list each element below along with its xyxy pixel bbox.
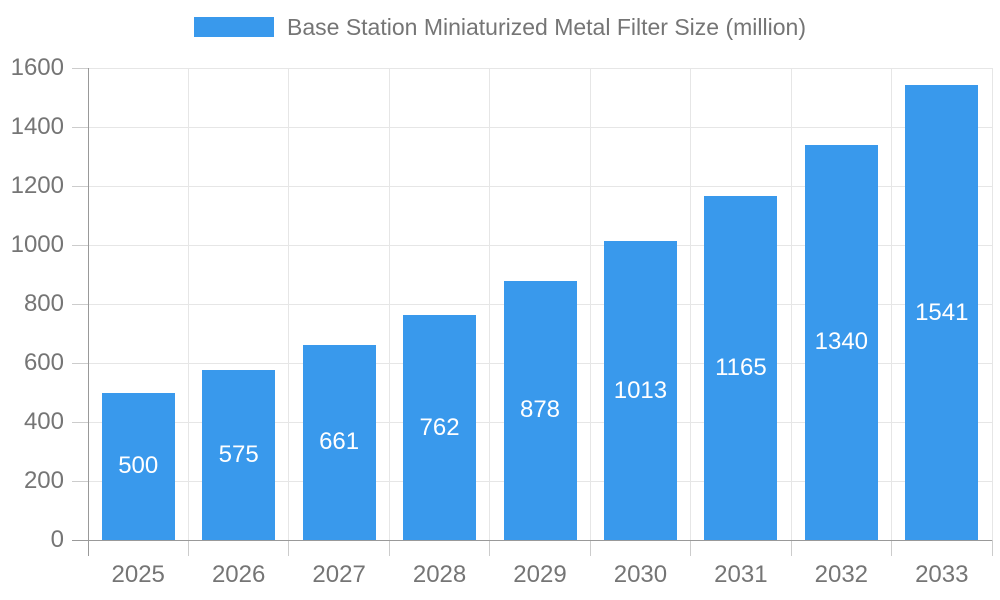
bar[interactable]: 575 — [202, 370, 276, 540]
x-axis-tick — [489, 540, 491, 556]
bar[interactable]: 500 — [101, 392, 175, 540]
x-tick-label: 2026 — [211, 561, 266, 588]
x-tick-label: 2032 — [814, 561, 869, 588]
x-tick-label: 2033 — [915, 561, 969, 588]
x-tick-label: 2029 — [513, 561, 567, 588]
h-gridline — [88, 126, 992, 128]
x-tick-label: 2027 — [312, 561, 366, 588]
y-tick-label: 0 — [50, 526, 64, 553]
bar-value-label: 1340 — [814, 328, 869, 356]
bar-value-label: 878 — [519, 396, 561, 424]
x-axis-tick — [991, 540, 993, 556]
x-tick-label: 2028 — [412, 561, 467, 588]
legend-label[interactable]: Base Station Miniaturized Metal Filter S… — [287, 13, 806, 40]
bar-value-label: 1541 — [915, 298, 969, 326]
y-axis-tick — [72, 303, 88, 305]
h-gridline — [88, 67, 992, 69]
v-gridline — [790, 68, 792, 540]
bar[interactable]: 762 — [403, 315, 477, 540]
x-tick-label: 2025 — [111, 561, 165, 588]
x-tick-label: 2030 — [613, 561, 668, 588]
y-tick-label: 1600 — [10, 54, 64, 81]
y-tick-label: 1400 — [10, 113, 64, 140]
y-axis-tick — [72, 244, 88, 246]
v-gridline — [891, 68, 893, 540]
v-gridline — [690, 68, 692, 540]
y-tick-label: 1000 — [10, 231, 64, 258]
bar-value-label: 661 — [319, 428, 360, 456]
y-axis-tick — [72, 421, 88, 423]
legend-swatch[interactable] — [194, 17, 275, 37]
y-tick-label: 200 — [23, 467, 64, 494]
bar[interactable]: 1541 — [905, 85, 979, 540]
x-axis-tick — [790, 540, 792, 556]
h-gridline — [88, 244, 992, 246]
y-tick-label: 1200 — [10, 172, 64, 199]
x-axis-tick — [690, 540, 692, 556]
v-gridline — [489, 68, 491, 540]
bar-value-label: 1165 — [715, 354, 767, 382]
legend[interactable]: Base Station Miniaturized Metal Filter S… — [0, 12, 1000, 42]
v-gridline — [187, 68, 189, 540]
y-axis-line — [87, 68, 89, 556]
y-axis-tick — [72, 126, 88, 128]
bar-value-label: 575 — [218, 441, 259, 469]
bar-value-label: 1013 — [613, 376, 668, 404]
y-axis-tick — [72, 362, 88, 364]
bar[interactable]: 1165 — [704, 196, 778, 540]
v-gridline — [288, 68, 290, 540]
x-tick-label: 2031 — [714, 561, 768, 588]
y-tick-label: 800 — [23, 290, 64, 317]
bar[interactable]: 1013 — [603, 241, 677, 540]
y-axis-tick — [72, 480, 88, 482]
x-axis-tick — [388, 540, 390, 556]
v-gridline — [589, 68, 591, 540]
v-gridline — [388, 68, 390, 540]
x-axis-tick — [589, 540, 591, 556]
bar-value-label: 762 — [419, 413, 460, 441]
h-gridline — [88, 185, 992, 187]
bar[interactable]: 878 — [503, 280, 577, 540]
x-axis-tick — [288, 540, 290, 556]
y-tick-label: 600 — [23, 349, 64, 376]
v-gridline — [991, 68, 993, 540]
y-axis-tick — [72, 67, 88, 69]
y-tick-label: 400 — [23, 408, 64, 435]
x-axis-tick — [187, 540, 189, 556]
bar-value-label: 500 — [118, 452, 159, 480]
bar[interactable]: 1340 — [804, 144, 878, 540]
y-axis-tick — [72, 185, 88, 187]
bar[interactable]: 661 — [302, 345, 376, 540]
x-axis-tick — [891, 540, 893, 556]
x-axis-line — [72, 539, 992, 541]
